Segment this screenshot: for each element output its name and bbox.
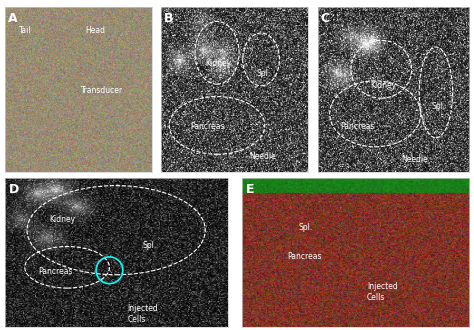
Text: Needle: Needle (401, 155, 428, 164)
Text: Tail: Tail (19, 26, 32, 35)
Text: Kidney: Kidney (49, 215, 75, 224)
Text: Pancreas: Pancreas (38, 267, 73, 276)
Text: Needle: Needle (249, 152, 276, 161)
Text: Kidney: Kidney (371, 81, 397, 90)
Text: Injected
Cells: Injected Cells (127, 304, 158, 324)
Text: Pancreas: Pancreas (287, 252, 322, 261)
Text: Spl.: Spl. (299, 223, 313, 232)
Text: E: E (246, 183, 255, 196)
Text: Injected
Cells: Injected Cells (367, 282, 398, 302)
Text: Spl.: Spl. (143, 241, 157, 249)
Text: Kidney: Kidney (205, 59, 231, 68)
Text: Spl.: Spl. (257, 69, 271, 78)
Text: A: A (8, 12, 18, 24)
Text: Spl.: Spl. (431, 102, 446, 111)
Text: D: D (9, 183, 19, 196)
Text: Head: Head (85, 26, 106, 35)
Text: C: C (320, 12, 330, 24)
Text: Pancreas: Pancreas (340, 122, 375, 131)
Text: Pancreas: Pancreas (191, 122, 225, 131)
Text: B: B (164, 12, 173, 24)
Text: Transducer: Transducer (81, 86, 123, 95)
